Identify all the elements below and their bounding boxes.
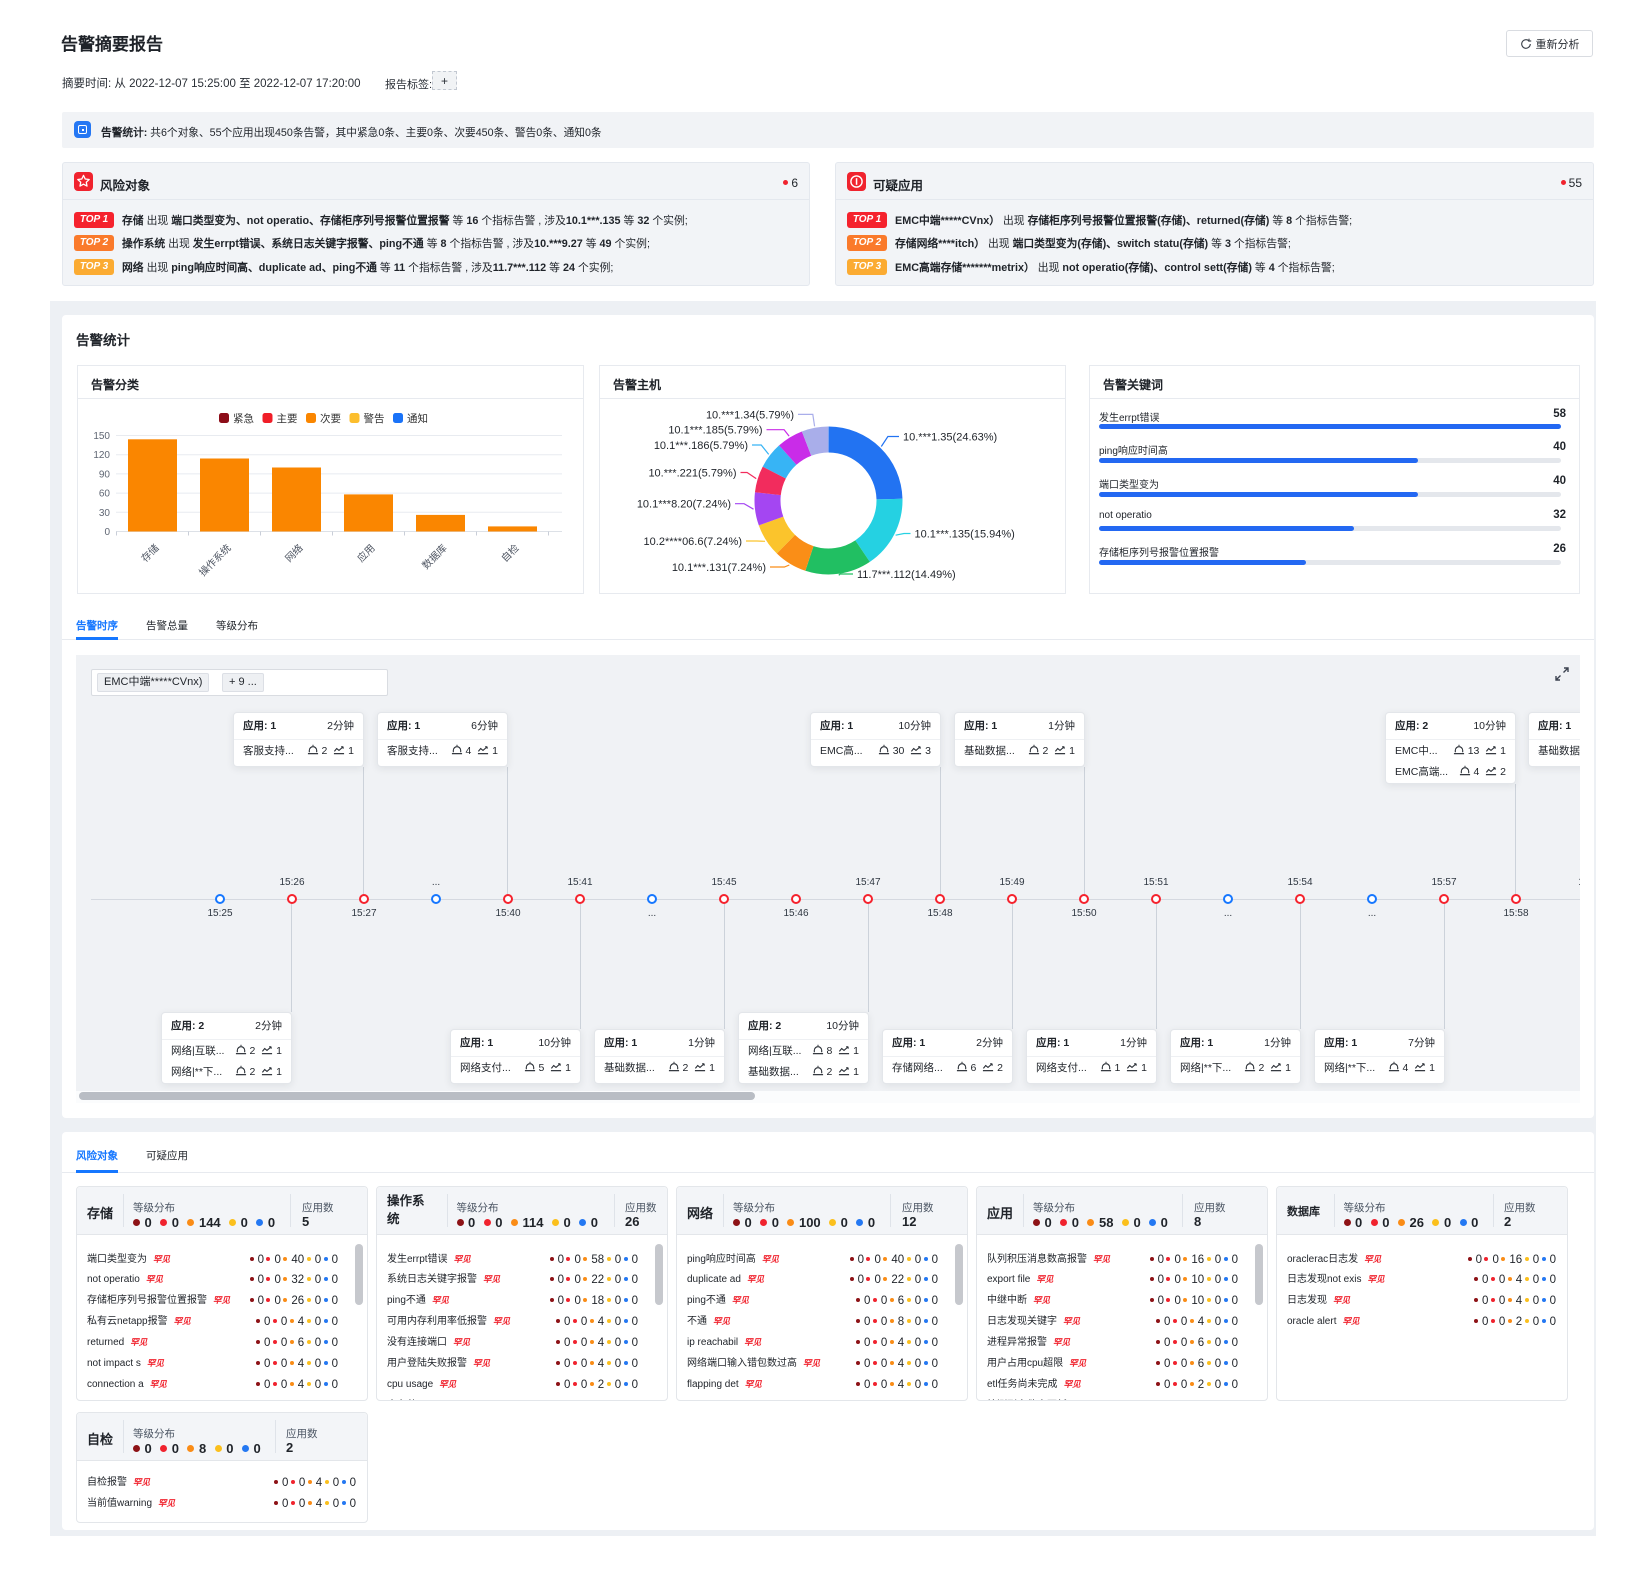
svg-text:150: 150 (93, 431, 110, 442)
svg-text:警告: 警告 (364, 412, 385, 425)
svg-text:数据库: 数据库 (419, 541, 449, 571)
svg-text:紧急: 紧急 (233, 412, 254, 425)
svg-text:网络: 网络 (282, 541, 305, 564)
svg-text:120: 120 (93, 450, 110, 461)
svg-text:10.1***.185(5.79%): 10.1***.185(5.79%) (668, 425, 762, 437)
svg-text:10.***.221(5.79%): 10.***.221(5.79%) (648, 468, 736, 480)
svg-text:60: 60 (99, 489, 111, 500)
svg-text:通知: 通知 (407, 412, 428, 425)
svg-text:次要: 次要 (320, 412, 341, 425)
svg-text:主要: 主要 (277, 413, 298, 425)
svg-text:30: 30 (99, 508, 111, 519)
svg-text:存储: 存储 (138, 541, 161, 564)
svg-text:操作系统: 操作系统 (196, 541, 233, 578)
svg-text:90: 90 (99, 469, 111, 480)
svg-text:10.1***.131(7.24%): 10.1***.131(7.24%) (672, 562, 766, 574)
svg-text:10.1***8.20(7.24%): 10.1***8.20(7.24%) (637, 499, 731, 511)
svg-text:11.7***.112(14.49%): 11.7***.112(14.49%) (857, 569, 956, 581)
svg-text:0: 0 (104, 527, 110, 538)
svg-text:自检: 自检 (498, 541, 521, 564)
svg-text:10.***1.35(24.63%): 10.***1.35(24.63%) (903, 432, 997, 444)
svg-text:10.***1.34(5.79%): 10.***1.34(5.79%) (706, 409, 794, 421)
svg-text:10.1***.135(15.94%): 10.1***.135(15.94%) (915, 529, 1015, 541)
svg-text:应用: 应用 (354, 541, 377, 564)
svg-text:10.2****06.6(7.24%): 10.2****06.6(7.24%) (644, 536, 742, 548)
svg-text:10.1***.186(5.79%): 10.1***.186(5.79%) (654, 440, 748, 452)
